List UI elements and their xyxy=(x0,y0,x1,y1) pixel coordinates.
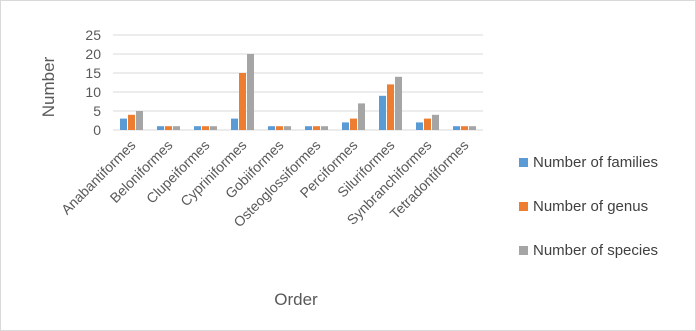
bar xyxy=(358,103,365,130)
bar xyxy=(276,126,283,130)
bar xyxy=(202,126,209,130)
category-labels: AnabantiformesBeloniformesClupeiformesCy… xyxy=(58,137,472,230)
bar xyxy=(173,126,180,130)
bar xyxy=(395,76,402,130)
bar xyxy=(469,126,476,130)
bars xyxy=(120,54,476,130)
bar xyxy=(387,84,394,130)
legend-label: Number of species xyxy=(533,242,658,259)
bar xyxy=(321,126,328,130)
bar xyxy=(284,126,291,130)
bar xyxy=(231,118,238,130)
gridlines xyxy=(113,34,483,112)
bar xyxy=(424,118,431,130)
bar xyxy=(210,126,217,130)
y-tick-label: 20 xyxy=(85,46,101,62)
y-axis-title: Number xyxy=(39,56,58,117)
bar xyxy=(165,126,172,130)
legend-swatch xyxy=(519,246,528,255)
bar xyxy=(379,95,386,130)
y-tick-label: 10 xyxy=(85,84,101,100)
bar xyxy=(453,126,460,130)
bar xyxy=(247,54,254,130)
legend-swatch xyxy=(519,158,528,167)
bar xyxy=(136,111,143,130)
bar xyxy=(350,118,357,130)
y-tick-label: 25 xyxy=(85,27,101,43)
bar xyxy=(120,118,127,130)
legend-label: Number of genus xyxy=(533,198,648,215)
legend-label: Number of families xyxy=(533,154,658,171)
bar xyxy=(194,126,201,130)
legend: Number of families Number of genus Number … xyxy=(519,154,658,259)
bar xyxy=(239,73,246,130)
bar xyxy=(461,126,468,130)
x-axis-title: Order xyxy=(274,290,318,309)
bar xyxy=(128,114,135,130)
y-tick-label: 5 xyxy=(93,103,101,119)
bar xyxy=(342,122,349,130)
bar xyxy=(268,126,275,130)
bar xyxy=(313,126,320,130)
y-axis-ticks: 0 5 10 15 20 25 xyxy=(85,27,101,138)
y-tick-label: 15 xyxy=(85,65,101,81)
bar xyxy=(157,126,164,130)
bar xyxy=(416,122,423,130)
bar xyxy=(432,114,439,130)
bar xyxy=(305,126,312,130)
legend-swatch xyxy=(519,202,528,211)
y-tick-label: 0 xyxy=(93,122,101,138)
